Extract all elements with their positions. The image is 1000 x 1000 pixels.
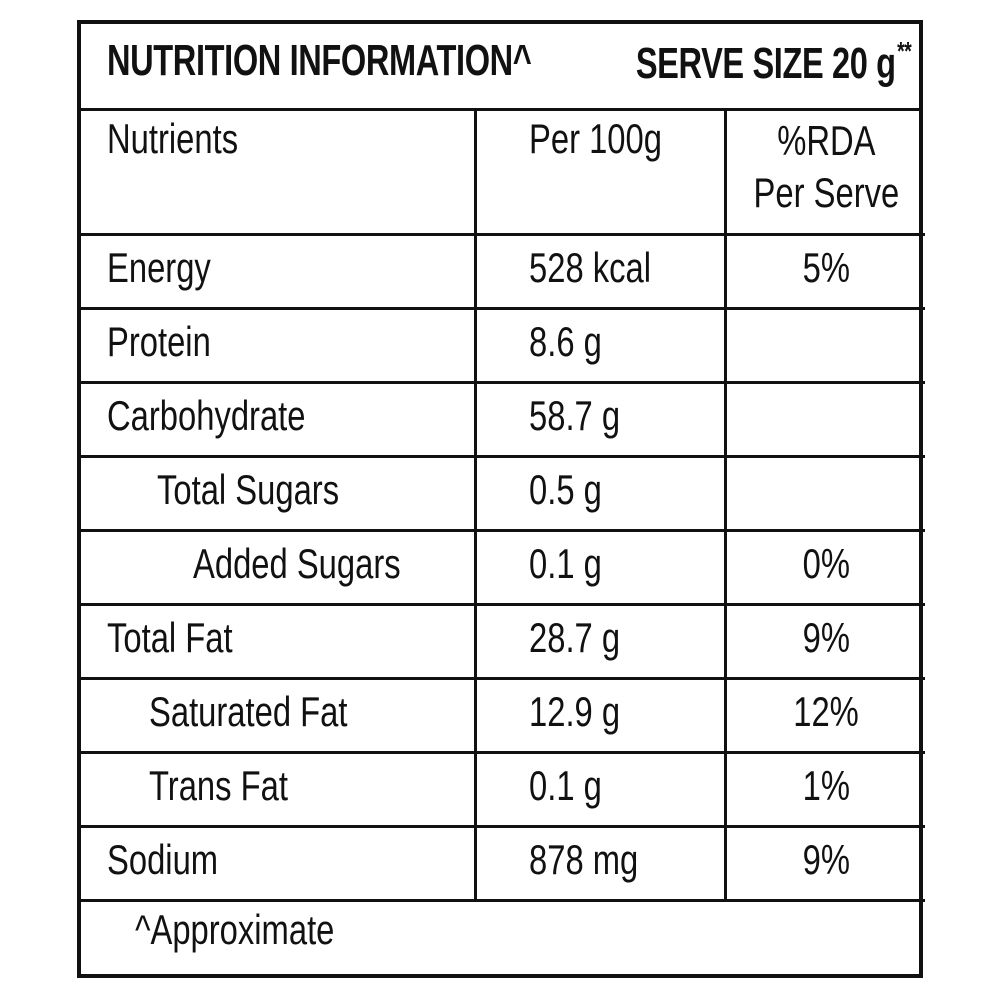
table-row: Added Sugars 0.1 g 0% [81, 530, 925, 606]
footnote-row: ^Approximate [81, 901, 925, 976]
nutrient-rda: 9% [802, 614, 850, 661]
footnote: ^Approximate [135, 906, 335, 953]
nutrient-rda: 0% [802, 540, 850, 587]
table-row: Total Fat 28.7 g 9% [81, 604, 925, 680]
nutrient-name: Total Fat [107, 614, 233, 661]
nutrient-name: Total Sugars [157, 466, 340, 513]
nutrient-name: Sodium [107, 836, 219, 883]
table-row: Carbohydrate 58.7 g [81, 382, 925, 458]
nutrient-name: Added Sugars [193, 540, 401, 587]
nutrient-name: Saturated Fat [149, 688, 348, 735]
nutrient-name: Protein [107, 318, 211, 365]
nutrient-per100: 0.1 g [529, 762, 602, 809]
nutrient-per100: 528 kcal [529, 244, 652, 291]
nutrient-per100: 58.7 g [529, 392, 621, 439]
nutrient-rda: 5% [802, 244, 850, 291]
header-nutrients-label: Nutrients [107, 115, 239, 162]
nutrient-rda: 9% [802, 836, 850, 883]
table-row: Trans Fat 0.1 g 1% [81, 752, 925, 828]
nutrition-table: Nutrients Per 100g %RDA Per Serve Energy … [81, 111, 925, 975]
nutrient-per100: 12.9 g [529, 688, 621, 735]
nutrition-panel: NUTRITION INFORMATION^ SERVE SIZE 20 g**… [77, 20, 925, 978]
nutrient-rda: 1% [802, 762, 850, 809]
header-rda-line2: Per Serve [753, 169, 899, 216]
table-row: Total Sugars 0.5 g [81, 456, 925, 532]
header-per100-label: Per 100g [529, 115, 662, 162]
header-rda-line1: %RDA [776, 117, 876, 164]
table-row: Saturated Fat 12.9 g 12% [81, 678, 925, 754]
nutrient-per100: 28.7 g [529, 614, 621, 661]
table-row: Energy 528 kcal 5% [81, 234, 925, 310]
serve-size: SERVE SIZE 20 g** [635, 36, 911, 89]
table-row: Sodium 878 mg 9% [81, 826, 925, 902]
nutrient-per100: 0.5 g [529, 466, 602, 513]
title-row: NUTRITION INFORMATION^ SERVE SIZE 20 g** [81, 24, 919, 111]
table-row: Protein 8.6 g [81, 308, 925, 384]
header-rda: %RDA Per Serve [725, 111, 925, 236]
nutrient-rda: 12% [793, 688, 859, 735]
panel-title: NUTRITION INFORMATION^ [107, 36, 532, 85]
header-nutrients: Nutrients [81, 111, 477, 236]
serve-size-text: SERVE SIZE 20 g [635, 39, 896, 88]
nutrient-name: Carbohydrate [107, 392, 306, 439]
nutrient-per100: 0.1 g [529, 540, 602, 587]
nutrient-name: Energy [107, 244, 211, 291]
serve-size-mark: ** [896, 36, 912, 66]
table-header-row: Nutrients Per 100g %RDA Per Serve [81, 111, 925, 236]
nutrient-name: Trans Fat [149, 762, 288, 809]
header-rda-label: %RDA Per Serve [753, 115, 899, 219]
header-per100: Per 100g [475, 111, 727, 236]
nutrient-per100: 8.6 g [529, 318, 602, 365]
nutrient-per100: 878 mg [529, 836, 639, 883]
